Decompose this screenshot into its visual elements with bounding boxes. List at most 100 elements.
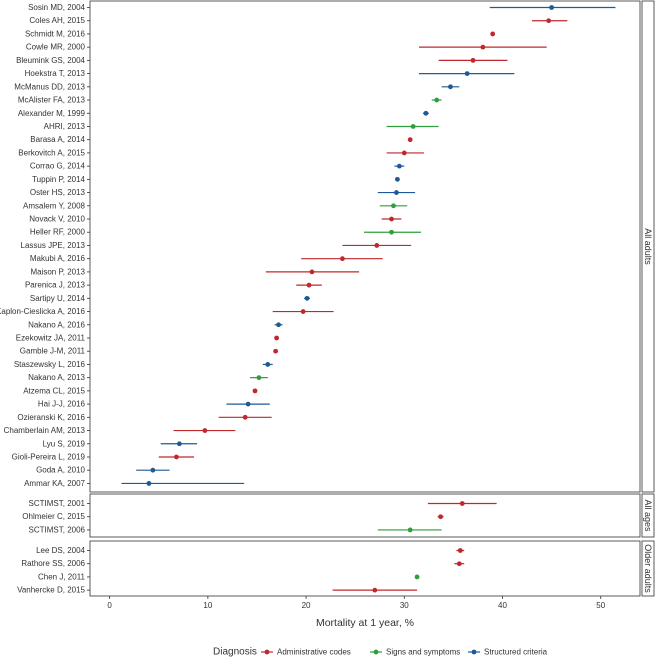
legend-title: Diagnosis xyxy=(213,647,257,658)
study-label: Heller RF, 2000 xyxy=(30,228,86,237)
study-label: Coles AH, 2015 xyxy=(29,16,85,25)
study-label: Gamble J-M, 2011 xyxy=(20,347,86,356)
facet-strip-label: All adults xyxy=(643,228,653,265)
point-estimate xyxy=(274,335,280,341)
point-estimate xyxy=(202,428,208,433)
study-label: Sosin MD, 2004 xyxy=(28,3,85,12)
study-label: Gioli-Pereira L, 2019 xyxy=(12,452,86,461)
point-estimate xyxy=(490,31,496,37)
point-estimate xyxy=(549,5,555,10)
point-estimate xyxy=(389,216,394,222)
study-label: Oster HS, 2013 xyxy=(30,188,86,197)
x-tick-label: 10 xyxy=(203,601,212,610)
point-estimate xyxy=(391,203,396,209)
point-estimate xyxy=(265,362,271,367)
point-estimate xyxy=(372,587,378,593)
point-estimate xyxy=(300,309,306,314)
legend-key-point xyxy=(471,649,477,655)
study-label: Barasa A, 2014 xyxy=(30,135,85,144)
legend: Diagnosis Administrative codes Signs and s… xyxy=(213,647,548,658)
point-estimate xyxy=(150,467,156,473)
study-label: Ezekowitz JA, 2011 xyxy=(16,334,86,343)
study-label: SCTIMST, 2001 xyxy=(29,499,86,508)
study-label: Ozieranski K, 2016 xyxy=(17,413,85,422)
point-estimate xyxy=(245,401,251,407)
study-label: Chen J, 2011 xyxy=(38,572,86,581)
point-estimate xyxy=(407,527,413,533)
study-label: Berkovitch A, 2015 xyxy=(18,148,85,157)
panel-2: Older adults Lee DS, 2004 Rathore SS, 2006… xyxy=(17,540,655,597)
point-estimate xyxy=(410,124,416,129)
point-estimate xyxy=(448,84,453,90)
study-label: McAlister FA, 2013 xyxy=(18,96,86,105)
study-label: Chamberlain AM, 2013 xyxy=(4,426,86,435)
panel-0: All adults Sosin MD, 2004 Coles AH, 2015 Sc… xyxy=(0,0,655,493)
x-tick-label: 0 xyxy=(107,601,112,610)
panel-1: All ages SCTIMST, 2001 Ohlmeier C, 2015 SCT… xyxy=(22,493,655,538)
point-estimate xyxy=(395,176,400,182)
study-label: Bleumink GS, 2004 xyxy=(16,56,85,65)
study-label: Maison P, 2013 xyxy=(30,267,85,276)
facet-strip xyxy=(641,540,655,597)
study-label: Ohlmeier C, 2015 xyxy=(22,512,85,521)
study-label: AHRI, 2013 xyxy=(44,122,86,131)
study-label: Lassus JPE, 2013 xyxy=(21,241,86,250)
legend-entry-label: Structured criteria xyxy=(484,648,548,657)
point-estimate xyxy=(340,256,345,262)
study-label: Nakano A, 2013 xyxy=(28,373,85,382)
study-label: Hai J-J, 2016 xyxy=(38,400,86,409)
x-tick-label: 50 xyxy=(596,601,605,610)
study-label: Corrao G, 2014 xyxy=(30,162,86,171)
legend-entry-label: Signs and symptoms xyxy=(386,648,460,657)
study-label: Hoekstra T, 2013 xyxy=(25,69,86,78)
study-label: Amsalem Y, 2008 xyxy=(23,201,86,210)
study-label: Lee DS, 2004 xyxy=(36,546,85,555)
point-estimate xyxy=(438,514,444,520)
point-estimate xyxy=(546,18,552,24)
study-label: Goda A, 2010 xyxy=(36,466,85,475)
point-estimate xyxy=(456,561,462,567)
study-label: Tuppin P, 2014 xyxy=(32,175,85,184)
point-estimate xyxy=(459,501,465,506)
point-estimate xyxy=(273,348,279,354)
legend-entry-label: Administrative codes xyxy=(277,648,351,657)
legend-key-point xyxy=(373,649,379,655)
point-estimate xyxy=(309,269,315,275)
point-estimate xyxy=(401,150,407,156)
point-estimate xyxy=(457,548,463,553)
x-tick-label: 40 xyxy=(498,601,507,610)
point-estimate xyxy=(414,574,420,580)
study-label: SCTIMST, 2006 xyxy=(29,525,86,534)
point-estimate xyxy=(470,57,476,63)
study-label: Makubi A, 2016 xyxy=(30,254,86,263)
point-estimate xyxy=(480,44,486,50)
study-label: Staszewsky L, 2016 xyxy=(14,360,86,369)
study-label: Ammar KA, 2007 xyxy=(24,479,85,488)
study-label: Cowle MR, 2000 xyxy=(26,43,86,52)
x-tick-label: 30 xyxy=(400,601,409,610)
legend-key-point xyxy=(264,649,270,655)
point-estimate xyxy=(434,97,440,103)
study-label: Nakano A, 2016 xyxy=(28,320,85,329)
point-estimate xyxy=(423,110,429,116)
point-estimate xyxy=(396,163,402,169)
study-label: Kaplon-Cieslicka A, 2016 xyxy=(0,307,86,316)
study-label: McManus DD, 2013 xyxy=(14,82,85,91)
point-estimate xyxy=(306,282,312,288)
study-label: Atzema CL, 2015 xyxy=(23,386,85,395)
point-estimate xyxy=(146,481,152,486)
point-estimate xyxy=(276,322,281,328)
point-estimate xyxy=(242,414,248,420)
point-estimate xyxy=(389,229,394,235)
point-estimate xyxy=(176,441,182,447)
study-label: Vanhercke D, 2015 xyxy=(17,586,85,595)
study-label: Alexander M, 1999 xyxy=(18,109,86,118)
facet-strip-label: Older adults xyxy=(643,544,653,593)
facet-strip-label: All ages xyxy=(643,499,653,532)
facet-strip xyxy=(641,0,655,493)
point-estimate xyxy=(252,388,258,394)
panel-border xyxy=(89,540,641,597)
x-axis-title: Mortality at 1 year, % xyxy=(316,617,414,629)
point-estimate xyxy=(256,375,262,381)
